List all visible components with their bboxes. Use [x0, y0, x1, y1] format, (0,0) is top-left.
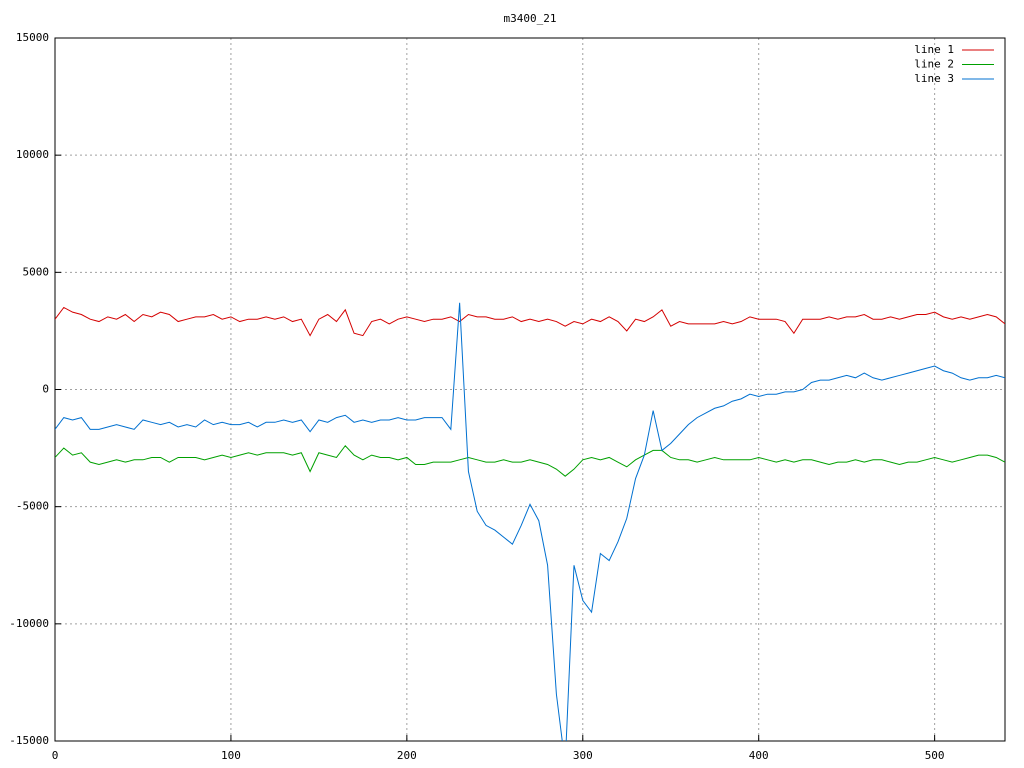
x-tick-label: 200 — [397, 749, 417, 762]
x-tick-label: 0 — [52, 749, 59, 762]
y-tick-label: 0 — [42, 383, 49, 396]
y-tick-label: -5000 — [16, 500, 49, 513]
x-tick-label: 300 — [573, 749, 593, 762]
x-tick-label: 500 — [925, 749, 945, 762]
legend-label: line 1 — [914, 43, 954, 56]
y-tick-label: -15000 — [9, 734, 49, 747]
x-tick-label: 100 — [221, 749, 241, 762]
chart-title: m3400_21 — [504, 12, 557, 25]
y-tick-label: 10000 — [16, 148, 49, 161]
series-line — [55, 302, 1005, 741]
y-tick-label: 5000 — [23, 265, 50, 278]
legend-label: line 3 — [914, 72, 954, 85]
plot-border — [54, 37, 1006, 742]
legend-label: line 2 — [914, 58, 954, 71]
plot-area — [55, 302, 1005, 741]
y-tick-label: -10000 — [9, 617, 49, 630]
x-tick-label: 400 — [749, 749, 769, 762]
y-tick-label: 15000 — [16, 31, 49, 44]
series-line — [55, 444, 1005, 477]
series-line — [55, 306, 1005, 337]
